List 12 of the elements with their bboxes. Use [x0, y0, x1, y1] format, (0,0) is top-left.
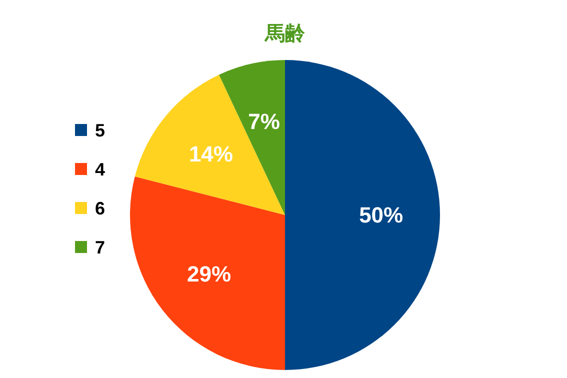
data-label: 7%: [248, 108, 280, 134]
chart-title: 馬齢: [264, 21, 306, 45]
pie-slice: [285, 60, 440, 370]
data-label: 29%: [187, 262, 232, 287]
legend-label: 7: [95, 237, 106, 258]
legend-label: 5: [95, 120, 106, 140]
legend-label: 6: [95, 198, 106, 218]
data-label: 50%: [359, 202, 404, 228]
legend-label: 4: [95, 159, 106, 180]
pie-slice: [134, 74, 285, 215]
data-label: 14%: [188, 141, 233, 166]
pie-slice: [130, 176, 285, 370]
